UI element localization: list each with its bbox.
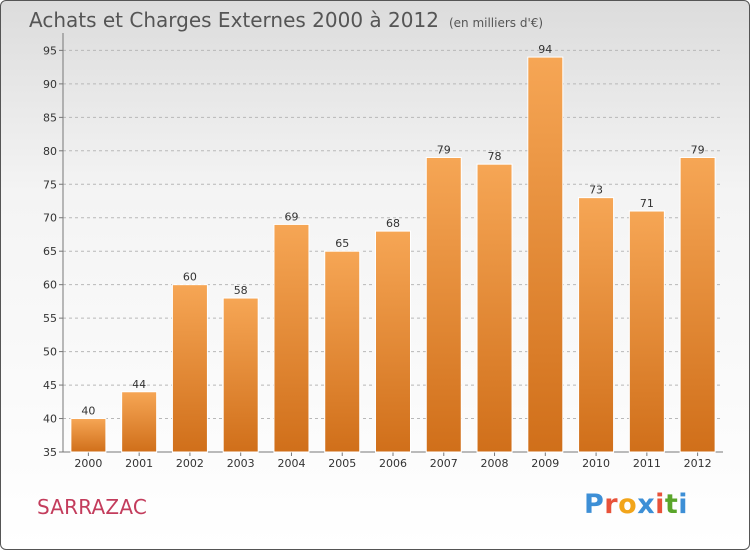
data-label-2004: 69 <box>284 210 298 223</box>
data-label-2012: 79 <box>691 143 705 156</box>
logo-letter: o <box>618 489 638 520</box>
data-label-2010: 73 <box>589 184 603 197</box>
bar-2012 <box>679 156 716 453</box>
x-tick-label: 2008 <box>481 457 509 470</box>
logo-letter: r <box>604 489 619 520</box>
data-label-2002: 60 <box>183 271 197 284</box>
x-tick-label: 2003 <box>227 457 255 470</box>
bar-2004 <box>273 223 310 453</box>
data-label-2000: 40 <box>81 405 95 418</box>
bar-2009 <box>527 56 564 453</box>
bar-2000 <box>70 418 107 453</box>
logo-letter: x <box>637 489 656 520</box>
y-tick-label: 65 <box>43 245 57 258</box>
y-tick-label: 50 <box>43 346 57 359</box>
data-label-2006: 68 <box>386 217 400 230</box>
data-label-2003: 58 <box>234 284 248 297</box>
x-tick-label: 2000 <box>74 457 102 470</box>
x-tick-label: 2004 <box>277 457 305 470</box>
y-tick-label: 55 <box>43 312 57 325</box>
bar-2007 <box>425 156 462 453</box>
logo-letter: i <box>655 489 665 520</box>
logo-letter: P <box>584 489 605 520</box>
data-label-2001: 44 <box>132 378 146 391</box>
proxiti-logo: Proxiti <box>584 489 688 520</box>
bar-2003 <box>222 297 259 453</box>
x-tick-label: 2002 <box>176 457 204 470</box>
x-tick-label: 2006 <box>379 457 407 470</box>
x-tick-label: 2009 <box>531 457 559 470</box>
bar-2005 <box>324 250 361 453</box>
bar-2002 <box>171 284 208 453</box>
bar-2011 <box>628 210 665 453</box>
bar-2001 <box>121 391 158 453</box>
y-tick-label: 70 <box>43 212 57 225</box>
bar-2010 <box>578 197 615 453</box>
y-tick-label: 45 <box>43 379 57 392</box>
bar-2006 <box>375 230 411 453</box>
chart-unit-label: (en milliers d'€) <box>448 16 544 30</box>
y-tick-label: 60 <box>43 279 57 292</box>
data-label-2007: 79 <box>437 143 451 156</box>
location-name: SARRAZAC <box>37 495 148 519</box>
data-label-2009: 94 <box>538 43 552 56</box>
x-tick-label: 2005 <box>328 457 356 470</box>
data-label-2011: 71 <box>640 197 654 210</box>
y-tick-label: 85 <box>43 111 57 124</box>
y-tick-label: 95 <box>43 44 57 57</box>
y-tick-label: 90 <box>43 78 57 91</box>
data-label-2005: 65 <box>335 237 349 250</box>
chart-title-text: Achats et Charges Externes 2000 à 2012 <box>29 8 439 32</box>
x-tick-label: 2007 <box>430 457 458 470</box>
chart-title: Achats et Charges Externes 2000 à 2012 (e… <box>29 8 543 32</box>
logo-letter: i <box>678 489 689 520</box>
axes: 35 40 45 50 55 60 65 70 75 80 85 90 95 2000 2001 2002 20… <box>43 33 723 470</box>
y-tick-label: 75 <box>43 178 57 191</box>
y-tick-label: 35 <box>43 446 57 459</box>
x-tick-label: 2001 <box>125 457 153 470</box>
x-tick-label: 2011 <box>633 457 661 470</box>
data-label-2008: 78 <box>488 150 502 163</box>
x-tick-label: 2012 <box>684 457 712 470</box>
y-tick-label: 80 <box>43 145 57 158</box>
x-tick-label: 2010 <box>582 457 610 470</box>
bar-2008 <box>476 163 513 453</box>
y-tick-label: 40 <box>43 413 57 426</box>
data-labels: 40 44 60 58 69 65 68 79 78 94 73 71 79 <box>81 43 704 417</box>
logo-letter: t <box>664 489 679 520</box>
bars <box>70 56 716 453</box>
